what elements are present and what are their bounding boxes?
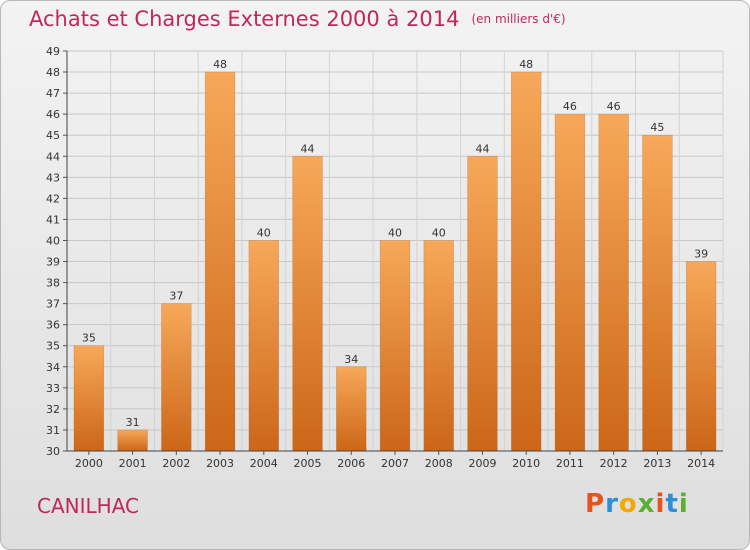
y-tick-label: 35 (46, 340, 60, 353)
chart-title-text: Achats et Charges Externes 2000 à 2014 (29, 7, 460, 31)
x-tick-label: 2000 (75, 457, 103, 470)
x-tick-label: 2012 (600, 457, 628, 470)
y-tick-label: 31 (46, 424, 60, 437)
y-tick-label: 46 (46, 108, 60, 121)
bar-2002 (161, 303, 192, 451)
x-tick-label: 2011 (556, 457, 584, 470)
bar-2013 (642, 135, 673, 452)
bar-2007 (380, 240, 410, 451)
data-label: 40 (432, 226, 446, 239)
bar-2004 (248, 240, 279, 451)
data-label: 35 (82, 332, 96, 345)
x-tick-label: 2010 (512, 457, 540, 470)
proxiti-logo[interactable]: Proxiti (585, 489, 689, 519)
logo-letter: t (665, 489, 679, 519)
x-tick-label: 2003 (206, 457, 234, 470)
y-tick-label: 43 (46, 171, 60, 184)
y-tick-label: 37 (46, 298, 60, 311)
y-tick-label: 44 (46, 150, 60, 163)
x-tick-label: 2005 (294, 457, 322, 470)
data-label: 40 (388, 226, 402, 239)
axes: 30 31 32 33 34 35 36 37 38 39 40 41 42 43 44 45 46 47 48 49… (46, 45, 723, 470)
bar-series (73, 71, 717, 452)
commune-name: CANILHAC (37, 494, 139, 518)
y-tick-label: 32 (46, 403, 60, 416)
x-tick-label: 2006 (337, 457, 365, 470)
data-label: 46 (607, 100, 621, 113)
data-label: 46 (563, 100, 577, 113)
logo-letter: x (637, 489, 656, 519)
y-tick-label: 45 (46, 129, 60, 142)
bar-2010 (511, 72, 542, 451)
logo-letter: P (585, 489, 606, 519)
data-label: 44 (301, 142, 315, 155)
y-tick-label: 36 (46, 319, 60, 332)
y-tick-label: 39 (46, 256, 60, 269)
bar-2006 (336, 366, 367, 451)
x-tick-label: 2009 (468, 457, 496, 470)
data-label: 48 (519, 58, 533, 71)
logo-letter: i (678, 489, 689, 519)
logo-letter: i (655, 489, 666, 519)
y-tick-label: 42 (46, 192, 60, 205)
x-tick-label: 2004 (250, 457, 278, 470)
chart-title: Achats et Charges Externes 2000 à 2014 (e… (29, 7, 566, 31)
x-tick-label: 2014 (687, 457, 715, 470)
data-label: 37 (169, 290, 183, 303)
logo-letter: r (605, 489, 619, 519)
data-label: 40 (257, 226, 271, 239)
x-tick-label: 2001 (119, 457, 147, 470)
data-label: 34 (344, 353, 358, 366)
bar-2008 (423, 240, 454, 451)
y-tick-label: 30 (46, 445, 60, 458)
data-labels: 35 31 37 48 40 44 34 40 40 44 48 46 46 45 39 (82, 58, 708, 429)
data-label: 44 (475, 142, 489, 155)
bar-2011 (555, 114, 585, 451)
x-tick-label: 2008 (425, 457, 453, 470)
y-tick-label: 47 (46, 87, 60, 100)
data-label: 31 (126, 416, 140, 429)
data-label: 45 (650, 121, 664, 134)
y-tick-label: 38 (46, 277, 60, 290)
bar-2000 (73, 345, 104, 451)
x-tick-label: 2013 (643, 457, 671, 470)
y-tick-label: 49 (46, 45, 60, 58)
bar-2009 (467, 156, 498, 451)
logo-letter: o (618, 489, 638, 519)
data-label: 48 (213, 58, 227, 71)
y-tick-label: 34 (46, 361, 60, 374)
bar-2014 (686, 261, 717, 451)
y-tick-label: 33 (46, 382, 60, 395)
y-tick-label: 48 (46, 66, 60, 79)
data-label: 39 (694, 248, 708, 261)
y-tick-label: 40 (46, 234, 60, 247)
bar-2001 (117, 429, 148, 451)
bar-2005 (292, 156, 323, 451)
chart-unit-label: (en milliers d'€) (471, 12, 566, 26)
bar-2012 (598, 114, 629, 451)
y-tick-label: 41 (46, 213, 60, 226)
x-tick-label: 2002 (162, 457, 190, 470)
bar-2003 (205, 72, 235, 451)
x-tick-label: 2007 (381, 457, 409, 470)
